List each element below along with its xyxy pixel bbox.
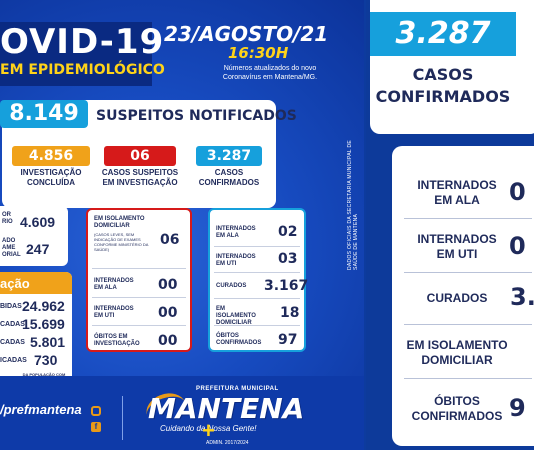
divider [404,272,532,273]
divider [92,268,186,269]
confirmed-chip-value: 3.287 [196,146,262,166]
update-note: Números atualizados do novo Coronavírus … [222,65,318,81]
suspect-isolation-label: EM ISOLAMENTO DOMICILIAR [94,216,145,229]
suspects-total: 8.149 [0,100,88,128]
right-ward-label: INTERNADOS EM ALA [417,178,497,207]
right-isolation-label: EM ISOLAMENTO DOMICILIAR [406,338,508,367]
suspects-title: SUSPEITOS NOTIFICADOS [96,108,297,124]
suspect-isolation-note: (CASOS LEVES, SEM INDICAÇÃO DE EXAMES CO… [94,232,149,252]
bulletin-subtitle: EM EPIDEMIOLÓGICO [0,62,165,78]
confirmed-icu-value: 03 [278,251,298,267]
concluded-value: 4.856 [12,146,90,166]
suspect-deaths-label: ÓBITOS EM INVESTIGAÇÃO [94,334,140,347]
confirmed-total: 3.287 [370,12,516,56]
prefeitura-label: PREFEITURA MUNICIPAL [196,386,279,392]
plus-icon: + [202,418,215,443]
vac-row-3-value: 5.801 [30,334,66,350]
divider [404,378,532,379]
instagram-icon[interactable] [91,406,101,416]
right-cured-label: CURADOS [426,291,488,305]
vac-row-1-label: BIDAS [0,303,22,310]
official-data-note: DADOS OFICIAIS DA SECRETARIA MUNICIPAL D… [347,139,359,270]
confirmed-chip-label: CASOS CONFIRMADOS [198,168,260,187]
tests-row-2-value: 247 [26,241,50,257]
title-banner [0,22,152,86]
confirmed-label-line2: CONFIRMADOS [375,87,511,106]
vaccination-header [0,272,72,294]
suspect-isolation-value: 06 [160,232,180,248]
footer-divider [122,396,123,440]
facebook-icon[interactable]: f [91,422,101,432]
confirmed-isolation-label: EM ISOLAMENTO DOMICILIAR [216,306,256,326]
mantena-logo: MANTENA [148,392,305,425]
slogan: Cuidando da Nossa Gente! [160,424,257,433]
confirmed-deaths-label: ÓBITOS CONFIRMADOS [216,333,262,346]
confirmed-icu-label: INTERNADOS EM UTI [216,254,256,267]
confirmed-breakdown-card [392,146,534,446]
bulletin-date: 23/AGOSTO/21 [164,22,329,46]
right-deaths-value: 9 [509,394,526,422]
divider [404,324,532,325]
right-cured-value: 3. [510,283,534,311]
investigating-label: CASOS SUSPEITOS EM INVESTIGAÇÃO [101,168,179,187]
divider [92,297,186,298]
divider [214,298,300,299]
divider [214,246,300,247]
vac-row-2-label: CADAS [0,321,25,328]
confirmed-cured-label: CURADOS [216,283,247,289]
confirmed-panel: 3.287 CASOS CONFIRMADOS INTERNADOS EM AL… [366,0,534,450]
divider [214,325,300,326]
vaccination-title: ação [0,276,30,291]
social-handle[interactable]: /prefmantena [0,402,82,417]
confirmed-isolation-value: 18 [280,305,300,321]
right-icu-value: 0 [509,232,526,260]
concluded-label: INVESTIGAÇÃO CONCLUÍDA [20,168,82,187]
divider [214,272,300,273]
suspect-icu-label: INTERNADOS EM UTI [94,306,134,319]
right-icu-label: INTERNADOS EM UTI [417,232,497,261]
suspect-detail-panel [86,208,192,352]
bulletin-poster: OVID-19 EM EPIDEMIOLÓGICO 23/AGOSTO/21 1… [0,0,364,450]
tests-panel [0,206,68,266]
divider [404,218,532,219]
tests-row-2-label: ADO AME ORIAL [2,238,21,258]
confirmed-ward-value: 02 [278,224,298,240]
bulletin-time: 16:30H [228,44,289,62]
confirmed-detail-panel [208,208,306,352]
vac-row-4-label: ICADAS [0,357,27,364]
tests-row-1-value: 4.609 [20,214,56,230]
admin-period: ADMIN. 2017/2024 [206,440,249,446]
investigating-value: 06 [104,146,176,166]
divider [92,325,186,326]
vac-row-2-value: 15.699 [22,316,65,332]
vac-row-4-value: 730 [34,352,58,368]
suspect-ward-label: INTERNADOS EM ALA [94,278,134,291]
vac-row-3-label: CADAS [0,339,25,346]
confirmed-ward-label: INTERNADOS EM ALA [216,226,256,239]
confirmed-cured-value: 3.167 [264,278,309,294]
confirmed-deaths-value: 97 [278,332,298,348]
covid-title: OVID-19 [0,22,165,62]
suspect-deaths-value: 00 [158,333,178,349]
suspect-ward-value: 00 [158,277,178,293]
confirmed-label-line1: CASOS [412,65,474,84]
footer-band [0,376,364,450]
right-ward-value: 0 [509,178,526,206]
right-deaths-label: ÓBITOS CONFIRMADOS [411,394,503,423]
suspect-icu-value: 00 [158,305,178,321]
vac-row-1-value: 24.962 [22,298,65,314]
tests-row-1-label: OR RIO [2,212,13,225]
